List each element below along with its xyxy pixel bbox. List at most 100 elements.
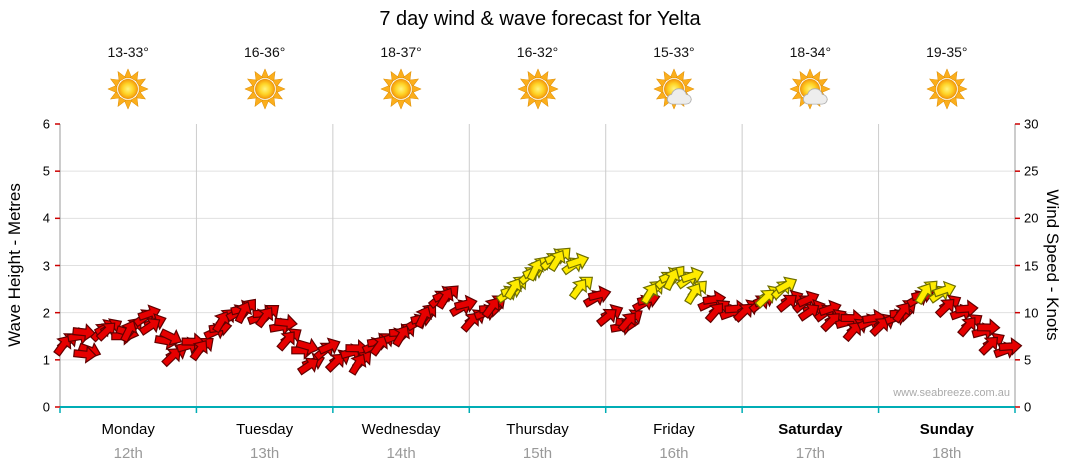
wind-arrow: [936, 290, 966, 317]
wind-arrow: [724, 299, 749, 319]
wind-arrow: [315, 334, 344, 359]
wind-arrow: [789, 289, 818, 317]
wind-arrow: [840, 309, 864, 327]
wind-arrow: [767, 275, 796, 304]
left-axis-tick-label: 3: [42, 258, 50, 273]
wind-arrow: [903, 285, 933, 312]
partly-cloudy-icon: [787, 66, 833, 112]
wind-arrow: [294, 335, 322, 358]
wind-arrow: [186, 335, 214, 364]
wind-arrow: [569, 270, 599, 299]
wind-arrow: [893, 294, 922, 322]
wind-arrow: [680, 278, 707, 308]
wind-arrow: [207, 317, 234, 338]
wind-arrow: [252, 304, 277, 323]
wind-arrow: [729, 297, 759, 326]
day-date-label: 13th: [250, 445, 280, 462]
wind-arrow: [201, 319, 230, 344]
wind-arrow: [273, 313, 299, 333]
day-name-label: Sunday: [919, 421, 974, 438]
wind-arrow: [593, 302, 622, 331]
wind-arrow: [388, 322, 413, 342]
wind-arrow: [135, 301, 164, 326]
wind-arrow: [948, 300, 976, 325]
right-axis-tick-label: 25: [1024, 163, 1039, 179]
wind-arrow: [598, 300, 627, 326]
wind-arrow: [208, 307, 235, 336]
wind-arrow: [111, 327, 135, 345]
wind-arrow: [251, 302, 279, 331]
day-temperature-range: 15-33°: [653, 44, 695, 60]
wind-arrow: [430, 282, 459, 307]
wind-arrow: [478, 292, 506, 322]
wind-arrow: [72, 344, 98, 365]
wind-arrow: [773, 288, 802, 317]
day-name-label: Friday: [653, 421, 695, 438]
wind-arrow: [843, 313, 873, 341]
wind-arrow: [432, 283, 459, 312]
left-axis-tick-label: 5: [42, 163, 50, 179]
wind-arrow: [92, 316, 121, 345]
wind-arrow: [157, 324, 186, 350]
wind-arrow: [778, 286, 807, 311]
wind-arrow: [855, 309, 883, 335]
wind-arrow: [745, 289, 775, 317]
day-name-label: Thursday: [506, 421, 569, 438]
wind-arrow: [678, 263, 707, 288]
wind-arrow: [701, 297, 730, 327]
wind-arrow: [816, 296, 845, 321]
watermark: www.seabreeze.com.au: [893, 387, 1010, 399]
right-axis-title: Wind Speed - Knots: [1043, 189, 1062, 341]
wind-arrow: [130, 303, 159, 331]
day-temperature-range: 18-37°: [380, 44, 422, 60]
wind-arrow: [954, 299, 979, 319]
wind-arrow: [153, 330, 180, 352]
wind-arrow: [114, 320, 142, 344]
day-date-label: 17th: [795, 445, 825, 462]
left-axis-tick-label: 2: [42, 305, 50, 321]
wind-arrow: [958, 308, 987, 336]
wind-arrow: [991, 338, 1020, 363]
right-axis-tick-label: 15: [1024, 258, 1039, 273]
wind-arrow: [526, 251, 554, 280]
wind-arrow: [998, 337, 1023, 356]
day-temperature-range: 13-33°: [107, 44, 149, 60]
wind-arrow: [91, 314, 120, 341]
day-temperature-range: 16-36°: [243, 44, 286, 60]
left-axis-tick-label: 4: [42, 210, 50, 226]
day-name-label: Saturday: [778, 421, 843, 438]
wind-arrow: [976, 318, 1001, 337]
day-name-label: Tuesday: [236, 421, 294, 438]
right-axis-tick-label: 20: [1024, 210, 1039, 226]
wind-arrow: [833, 310, 861, 334]
wind-arrow: [871, 309, 900, 336]
wind-arrow: [403, 309, 432, 336]
wind-arrow: [800, 296, 829, 320]
wind-arrow: [344, 349, 372, 378]
wind-arrow: [66, 325, 92, 347]
wind-arrow: [717, 300, 745, 325]
wind-arrow: [359, 333, 388, 359]
wind-arrow: [366, 331, 392, 352]
left-axis-tick-label: 1: [42, 352, 50, 368]
wind-arrow: [614, 313, 640, 333]
day-date-label: 15th: [522, 445, 553, 462]
wind-arrow: [515, 261, 544, 289]
wind-arrow: [348, 345, 377, 374]
sunny-icon: [242, 66, 288, 112]
wind-arrow: [457, 307, 485, 336]
partly-cloudy-icon: [651, 66, 697, 112]
wind-arrow: [909, 283, 937, 306]
left-axis-tick-label: 0: [42, 399, 50, 415]
wind-arrow: [614, 307, 642, 336]
day-temperature-range: 19-35°: [926, 44, 968, 60]
wind-arrow: [71, 322, 97, 343]
wind-arrow: [953, 311, 982, 341]
wind-arrow: [656, 263, 685, 288]
sunny-icon: [105, 66, 151, 112]
wind-arrow: [310, 336, 339, 365]
wind-arrow: [482, 289, 511, 317]
right-axis-tick-label: 0: [1024, 399, 1032, 415]
wind-arrow: [493, 280, 522, 308]
wind-arrow: [915, 275, 944, 304]
